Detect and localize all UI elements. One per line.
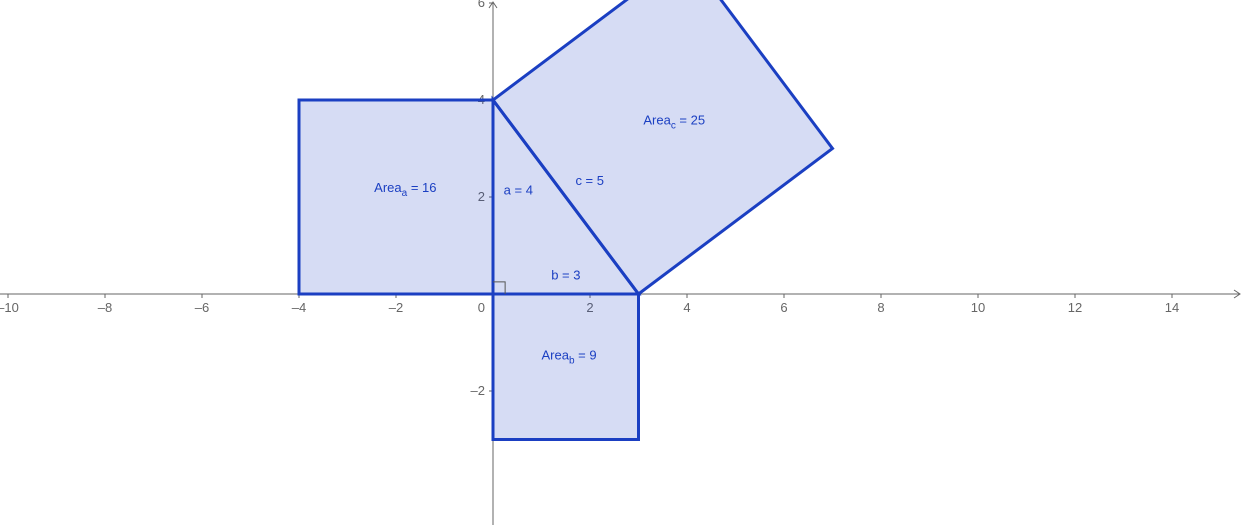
- side-label-b: b = 3: [551, 267, 580, 282]
- x-tick-label: 14: [1165, 300, 1179, 315]
- x-tick-label: 4: [683, 300, 690, 315]
- square-a: [299, 100, 493, 294]
- x-tick-label: 10: [971, 300, 985, 315]
- pythagoras-diagram: –10–8–6–4–202468101214–2246a = 4b = 3c =…: [0, 0, 1242, 525]
- x-tick-label: –8: [98, 300, 112, 315]
- x-tick-label: –2: [389, 300, 403, 315]
- x-tick-label: –4: [292, 300, 306, 315]
- x-tick-label: 6: [780, 300, 787, 315]
- x-tick-label: –10: [0, 300, 19, 315]
- x-tick-label: 8: [877, 300, 884, 315]
- x-tick-label: –6: [195, 300, 209, 315]
- side-label-a: a = 4: [504, 183, 533, 198]
- y-tick-label: 6: [478, 0, 485, 10]
- x-tick-label: 12: [1068, 300, 1082, 315]
- x-tick-label: 0: [478, 300, 485, 315]
- square-b: [493, 294, 639, 440]
- side-label-c: c = 5: [575, 173, 604, 188]
- y-tick-label: –2: [471, 383, 485, 398]
